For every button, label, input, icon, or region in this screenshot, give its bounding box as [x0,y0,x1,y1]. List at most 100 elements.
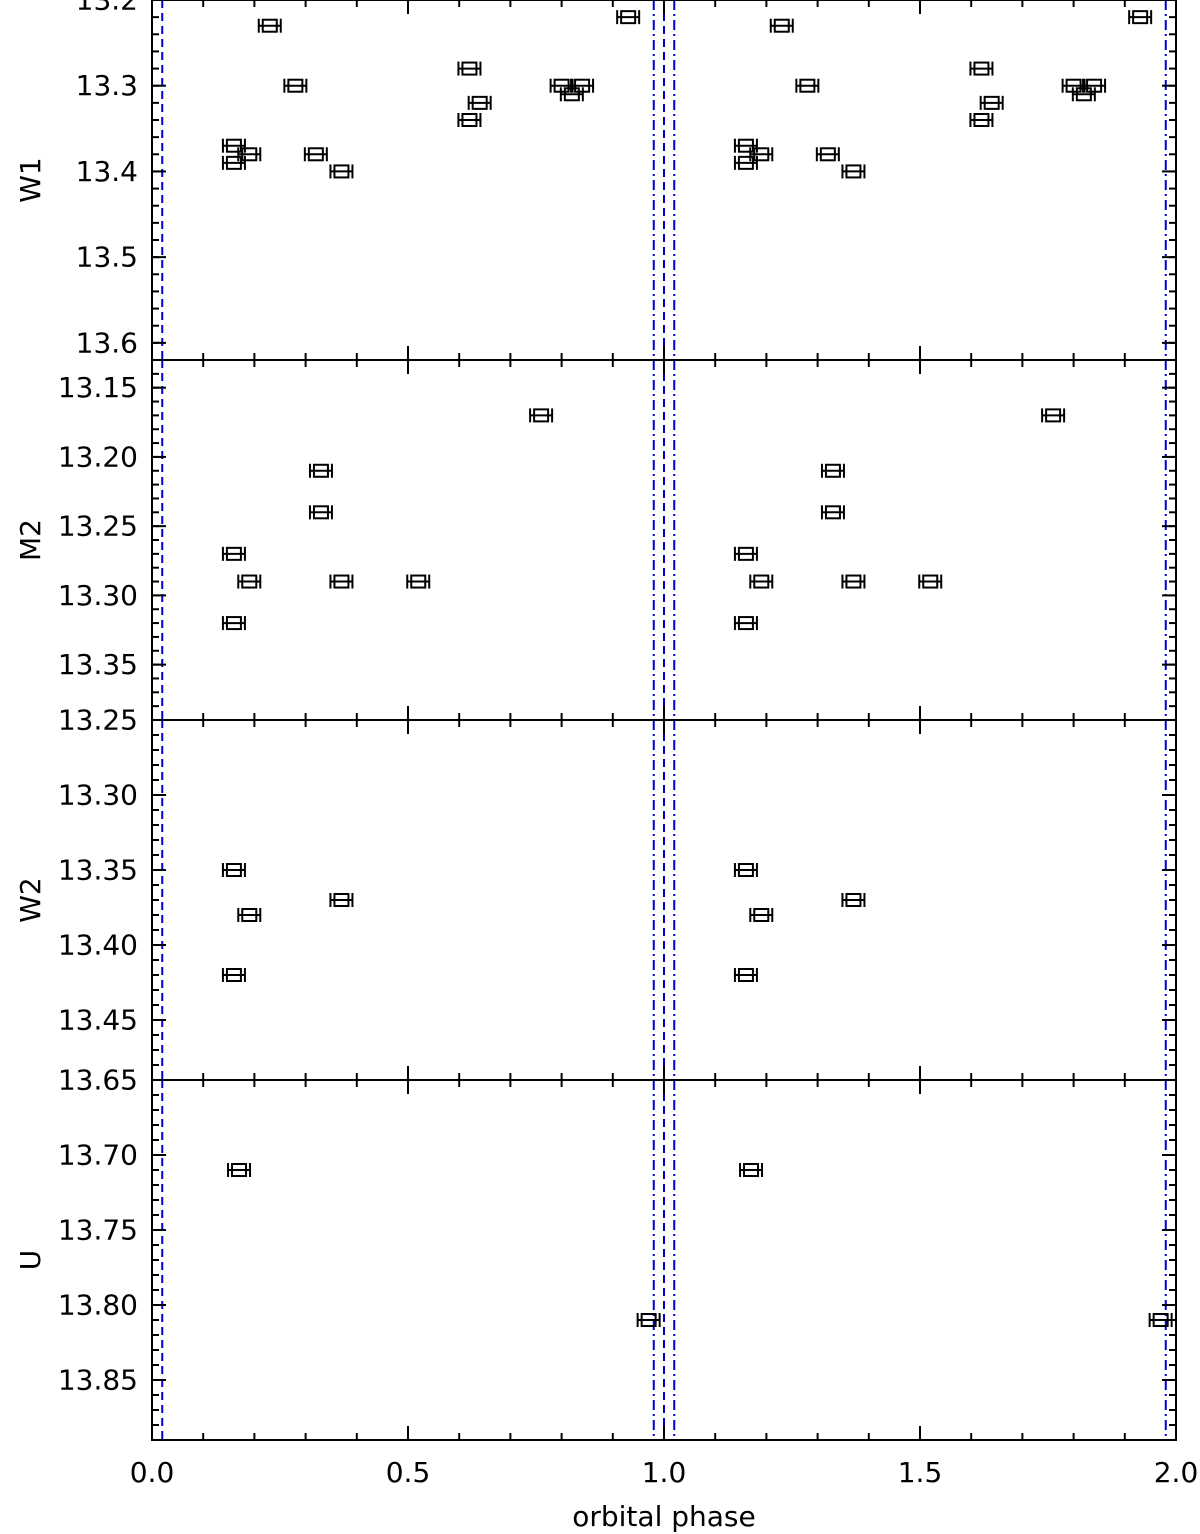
data-point [733,138,758,153]
panel-w1: 13.2 13.3 13.4 13.5 13.6 W1 [14,0,1177,361]
data-point [749,147,774,162]
data-point [221,616,246,631]
data-point [529,408,554,423]
marker-square [737,616,754,631]
data-point [820,505,845,520]
marker-square [225,546,242,561]
y-tick-label: 13.75 [58,1214,138,1247]
data-point [467,95,492,110]
marker-square [225,616,242,631]
marker-square [312,463,329,478]
data-point [969,113,994,127]
marker-square [640,1313,657,1327]
y-tick-label: 13.35 [58,648,138,681]
marker-square [241,147,258,162]
y-tick-label: 13.25 [58,510,138,543]
marker-square [533,408,550,423]
panel-contents [152,1080,1176,1440]
data-point [841,164,866,179]
marker-square [1045,408,1062,423]
data-point [1071,87,1096,102]
y-tick-label: 13.30 [58,579,138,612]
marker-square [983,95,1000,110]
data-point [749,574,774,589]
marker-square [225,155,242,170]
data-point [308,463,333,478]
panel-contents [152,0,1176,360]
marker-square [225,863,242,877]
y-axis-title: W2 [14,877,47,923]
y-axis-title: U [14,1250,47,1271]
marker-square [743,1163,760,1177]
data-point [979,95,1004,110]
data-point [329,574,354,589]
data-point [237,908,262,922]
panel-m2: 13.15 13.20 13.25 13.30 13.35 M2 [14,359,1177,721]
marker-square [973,61,990,76]
data-point [616,10,641,25]
y-axis-title: M2 [14,519,47,561]
marker-square [241,574,258,589]
data-point [221,968,246,982]
marker-square [231,1163,248,1177]
x-axis-title: orbital phase [572,1500,756,1533]
data-point [1041,408,1066,423]
data-point [841,893,866,907]
marker-square [819,147,836,162]
x-tick-label: 2.0 [1154,1456,1199,1489]
marker-square [973,113,990,127]
data-point [303,147,328,162]
data-point [749,908,774,922]
marker-square [753,574,770,589]
marker-square [1086,78,1103,93]
data-point [221,863,246,877]
y-tick-label: 13.6 [76,326,138,359]
data-point [739,1163,764,1177]
marker-square [333,893,350,907]
y-axis-title: W1 [14,157,47,203]
marker-square [410,574,427,589]
data-point [221,546,246,561]
y-tick-label: 13.85 [58,1364,138,1397]
marker-square [845,574,862,589]
data-point [733,863,758,877]
marker-square [241,908,258,922]
y-tick-label: 13.65 [58,1064,138,1097]
marker-square [471,95,488,110]
data-point [570,78,595,93]
data-point [815,147,840,162]
marker-square [574,78,591,93]
marker-square [845,164,862,179]
marker-square [225,968,242,982]
data-point [1128,10,1153,25]
y-tick-label: 13.80 [58,1289,138,1322]
y-tick-label: 13.3 [76,69,138,102]
marker-square [845,893,862,907]
y-tick-label: 13.70 [58,1139,138,1172]
marker-square [737,546,754,561]
data-point [221,155,246,170]
data-point [969,61,994,76]
y-tick-label: 13.45 [58,1004,138,1037]
marker-square [737,863,754,877]
marker-square [620,10,637,25]
data-point [221,138,246,153]
data-point [329,164,354,179]
y-tick-label: 13.5 [76,241,138,274]
marker-square [824,463,841,478]
data-point [733,155,758,170]
data-point [283,78,308,93]
marker-square [1132,10,1149,25]
x-tick-label: 1.5 [898,1456,943,1489]
data-point [227,1163,252,1177]
data-point [820,463,845,478]
x-tick-label: 1.0 [642,1456,687,1489]
data-point [1148,1313,1173,1327]
panel-contents [152,360,1176,720]
data-point [329,893,354,907]
data-point [795,78,820,93]
data-point [308,505,333,520]
marker-square [753,908,770,922]
marker-square [737,138,754,153]
